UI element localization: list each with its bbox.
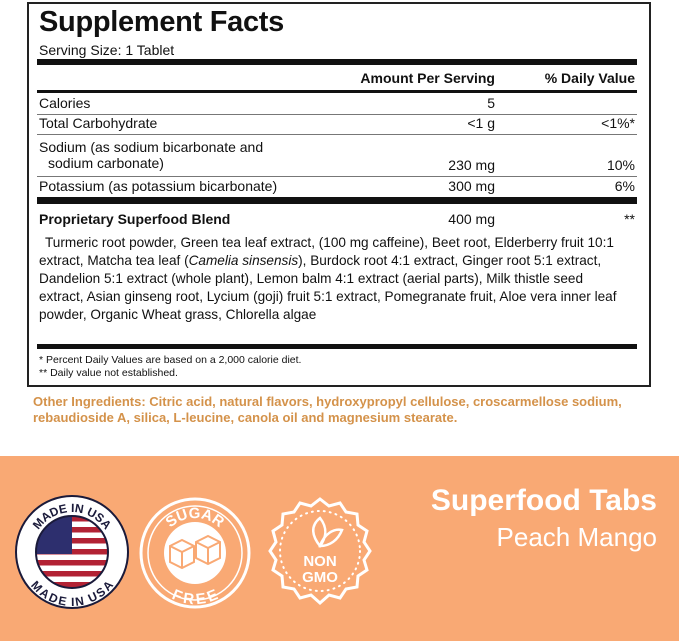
svg-text:NON: NON	[303, 553, 336, 570]
divider	[37, 176, 637, 177]
supplement-facts-panel: Supplement Facts Serving Size: 1 Tablet …	[27, 2, 651, 387]
other-ingredients: Other Ingredients: Citric acid, natural …	[33, 394, 622, 425]
serving-size: Serving Size: 1 Tablet	[39, 42, 175, 58]
nutrient-row: Total Carbohydrate <1 g <1%*	[39, 115, 635, 131]
svg-text:GMO: GMO	[302, 569, 338, 586]
non-gmo-badge-icon: NON GMO	[268, 497, 372, 606]
footnote: * Percent Daily Values are based on a 2,…	[39, 354, 302, 366]
dv-header: % Daily Value	[544, 70, 635, 86]
sugar-free-badge-icon: SUGAR FREE	[139, 497, 251, 609]
svg-text:FREE: FREE	[170, 586, 221, 608]
blend-row: Proprietary Superfood Blend 400 mg **	[39, 211, 635, 227]
product-name: Superfood Tabs	[430, 484, 657, 517]
brand-band: MADE IN USA MADE IN USA SUGAR FREE NON G…	[0, 456, 679, 641]
panel-title: Supplement Facts	[39, 6, 284, 38]
footnote: ** Daily value not established.	[39, 367, 178, 379]
made-in-usa-badge-icon: MADE IN USA MADE IN USA	[15, 495, 129, 609]
divider	[37, 134, 637, 135]
divider	[37, 90, 637, 93]
product-flavor: Peach Mango	[496, 522, 657, 552]
nutrient-row: Potassium (as potassium bicarbonate) 300 …	[39, 178, 635, 194]
divider	[37, 344, 637, 349]
blend-ingredients: Turmeric root powder, Green tea leaf ext…	[39, 235, 617, 322]
amount-header: Amount Per Serving	[360, 70, 495, 86]
nutrient-row: Sodium (as sodium bicarbonate and sodium …	[39, 139, 635, 173]
divider	[37, 197, 637, 204]
divider	[37, 59, 637, 65]
divider	[37, 114, 637, 115]
brand-block: Superfood Tabs Peach Mango	[431, 484, 657, 553]
column-header: Amount Per Serving % Daily Value	[39, 70, 635, 88]
nutrient-row: Calories 5	[39, 95, 495, 111]
